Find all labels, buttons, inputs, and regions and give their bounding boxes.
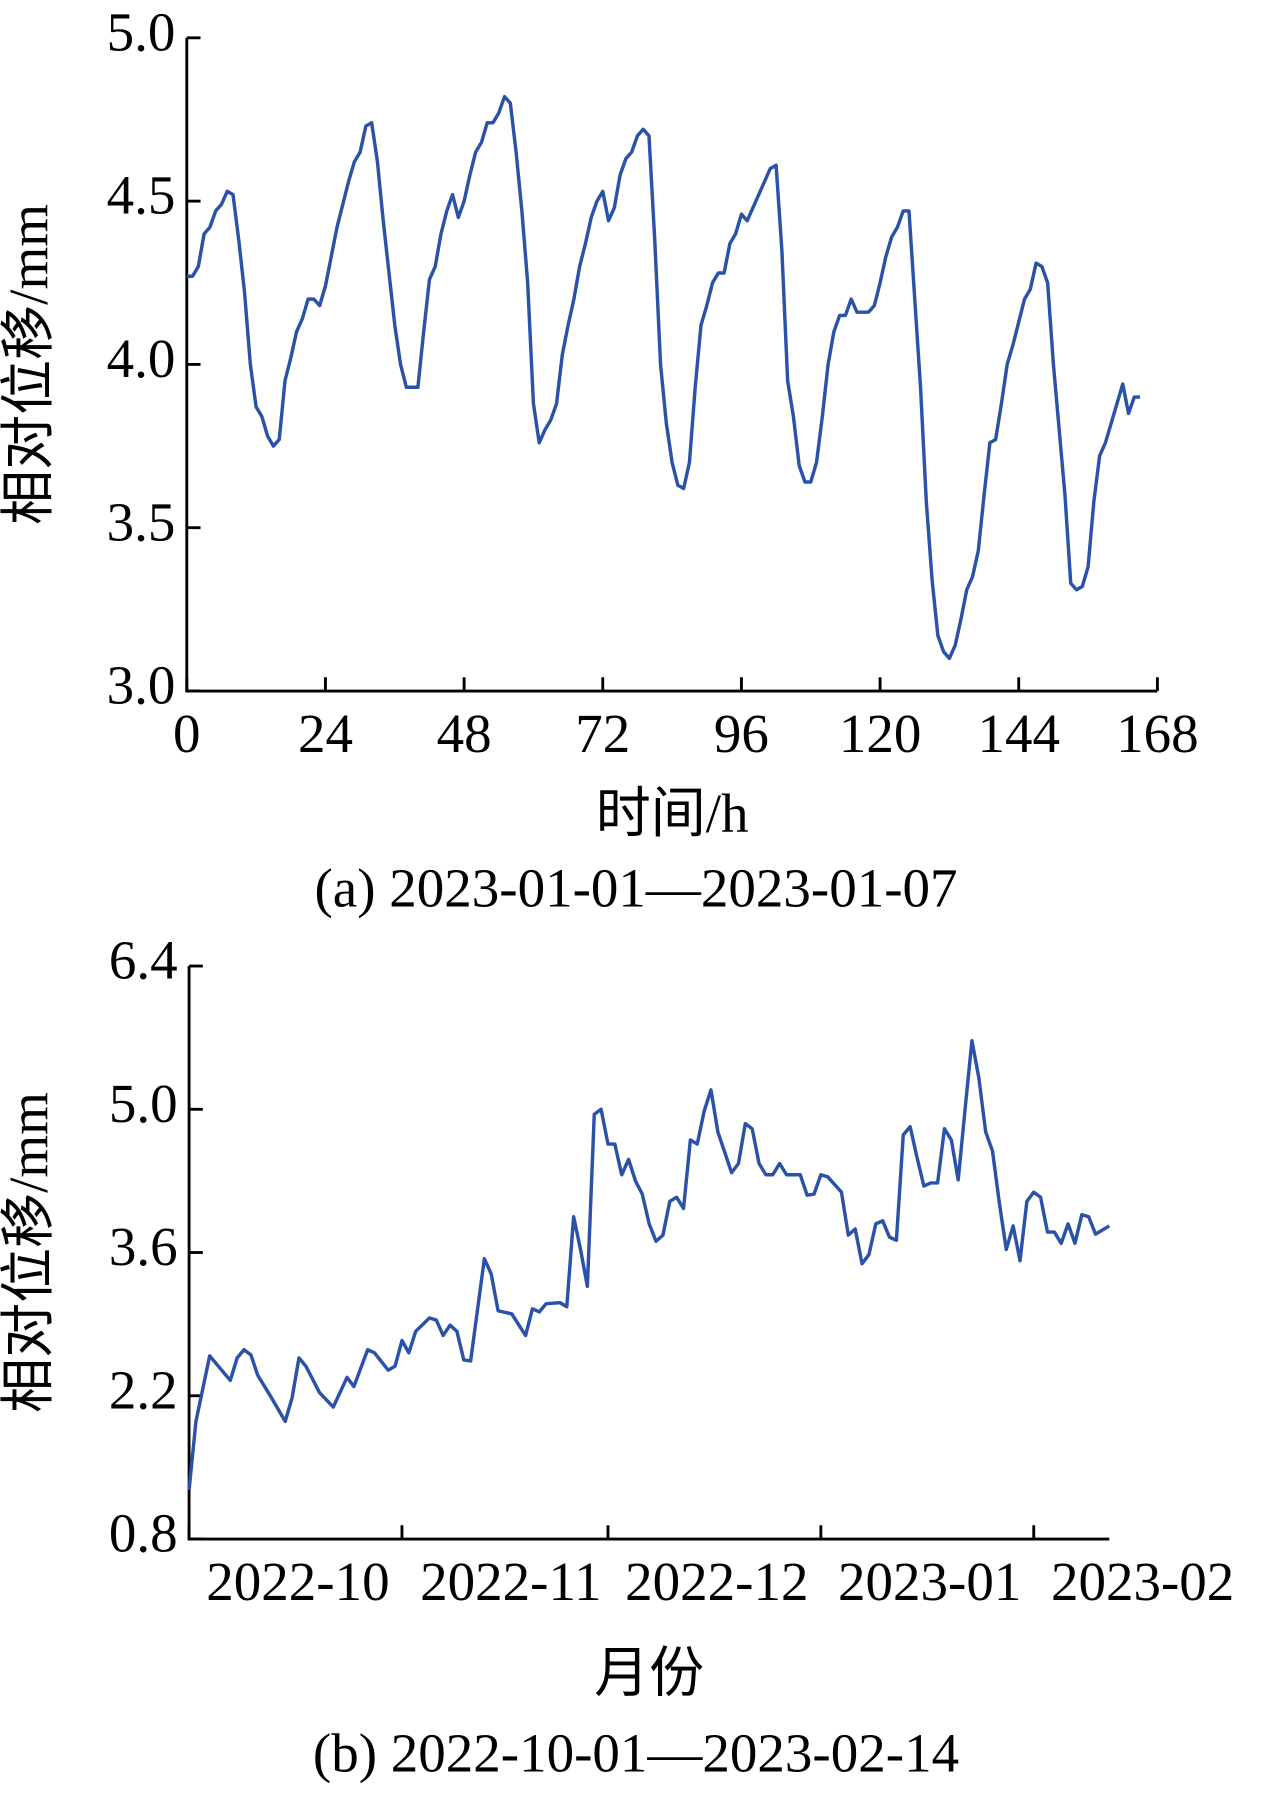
y-tick-label: 4.5 [107,165,176,226]
x-tick-label: 120 [839,703,922,764]
x-tick-label: 72 [575,703,630,764]
axes [185,37,1158,693]
y-tick-label: 0.8 [109,1503,178,1564]
y-tick-label: 3.5 [107,491,176,552]
x-tick-label: 0 [173,703,201,764]
caption: (a) 2023-01-01—2023-01-07 [314,857,957,918]
y-tick-label: 5.0 [107,1,176,62]
x-axis-label: 时间/h [596,783,749,844]
y-tick-label: 3.0 [107,655,176,716]
chart: 3.0 3.5 4.0 4.5 5.0 0 24 48 72 96 120 144 168 相对位移/mm… [0,1,1199,918]
x-tick-label: 144 [977,703,1059,764]
chart: 0.8 2.2 3.6 5.0 6.4 2022-10 2022-11 2022-12 2023… [0,930,1234,1784]
y-axis-label: 相对位移/mm [0,204,59,525]
data-line [187,1039,1111,1491]
x-tick-label: 2022-10 [206,1551,389,1612]
y-axis-label: 相对位移/mm [0,1092,59,1413]
x-tick-label: 2022-12 [625,1551,808,1612]
x-tick-label: 2022-11 [420,1551,601,1612]
x-axis-label: 月份 [594,1642,704,1703]
x-tick-label: 48 [437,703,492,764]
data-line [186,94,1141,661]
y-tick-label: 3.6 [109,1216,178,1277]
x-tick-label: 24 [298,703,353,764]
x-tick-label: 2023-02 [1051,1551,1234,1612]
y-tick-label: 6.4 [109,930,178,991]
y-tick-label: 2.2 [109,1359,178,1420]
x-tick-label: 2023-01 [838,1551,1021,1612]
y-tick-label: 5.0 [109,1073,178,1134]
y-tick-label: 4.0 [107,328,176,389]
caption: (b) 2022-10-01—2023-02-14 [313,1723,959,1784]
x-tick-label: 96 [714,703,769,764]
x-tick-label: 168 [1116,703,1199,764]
